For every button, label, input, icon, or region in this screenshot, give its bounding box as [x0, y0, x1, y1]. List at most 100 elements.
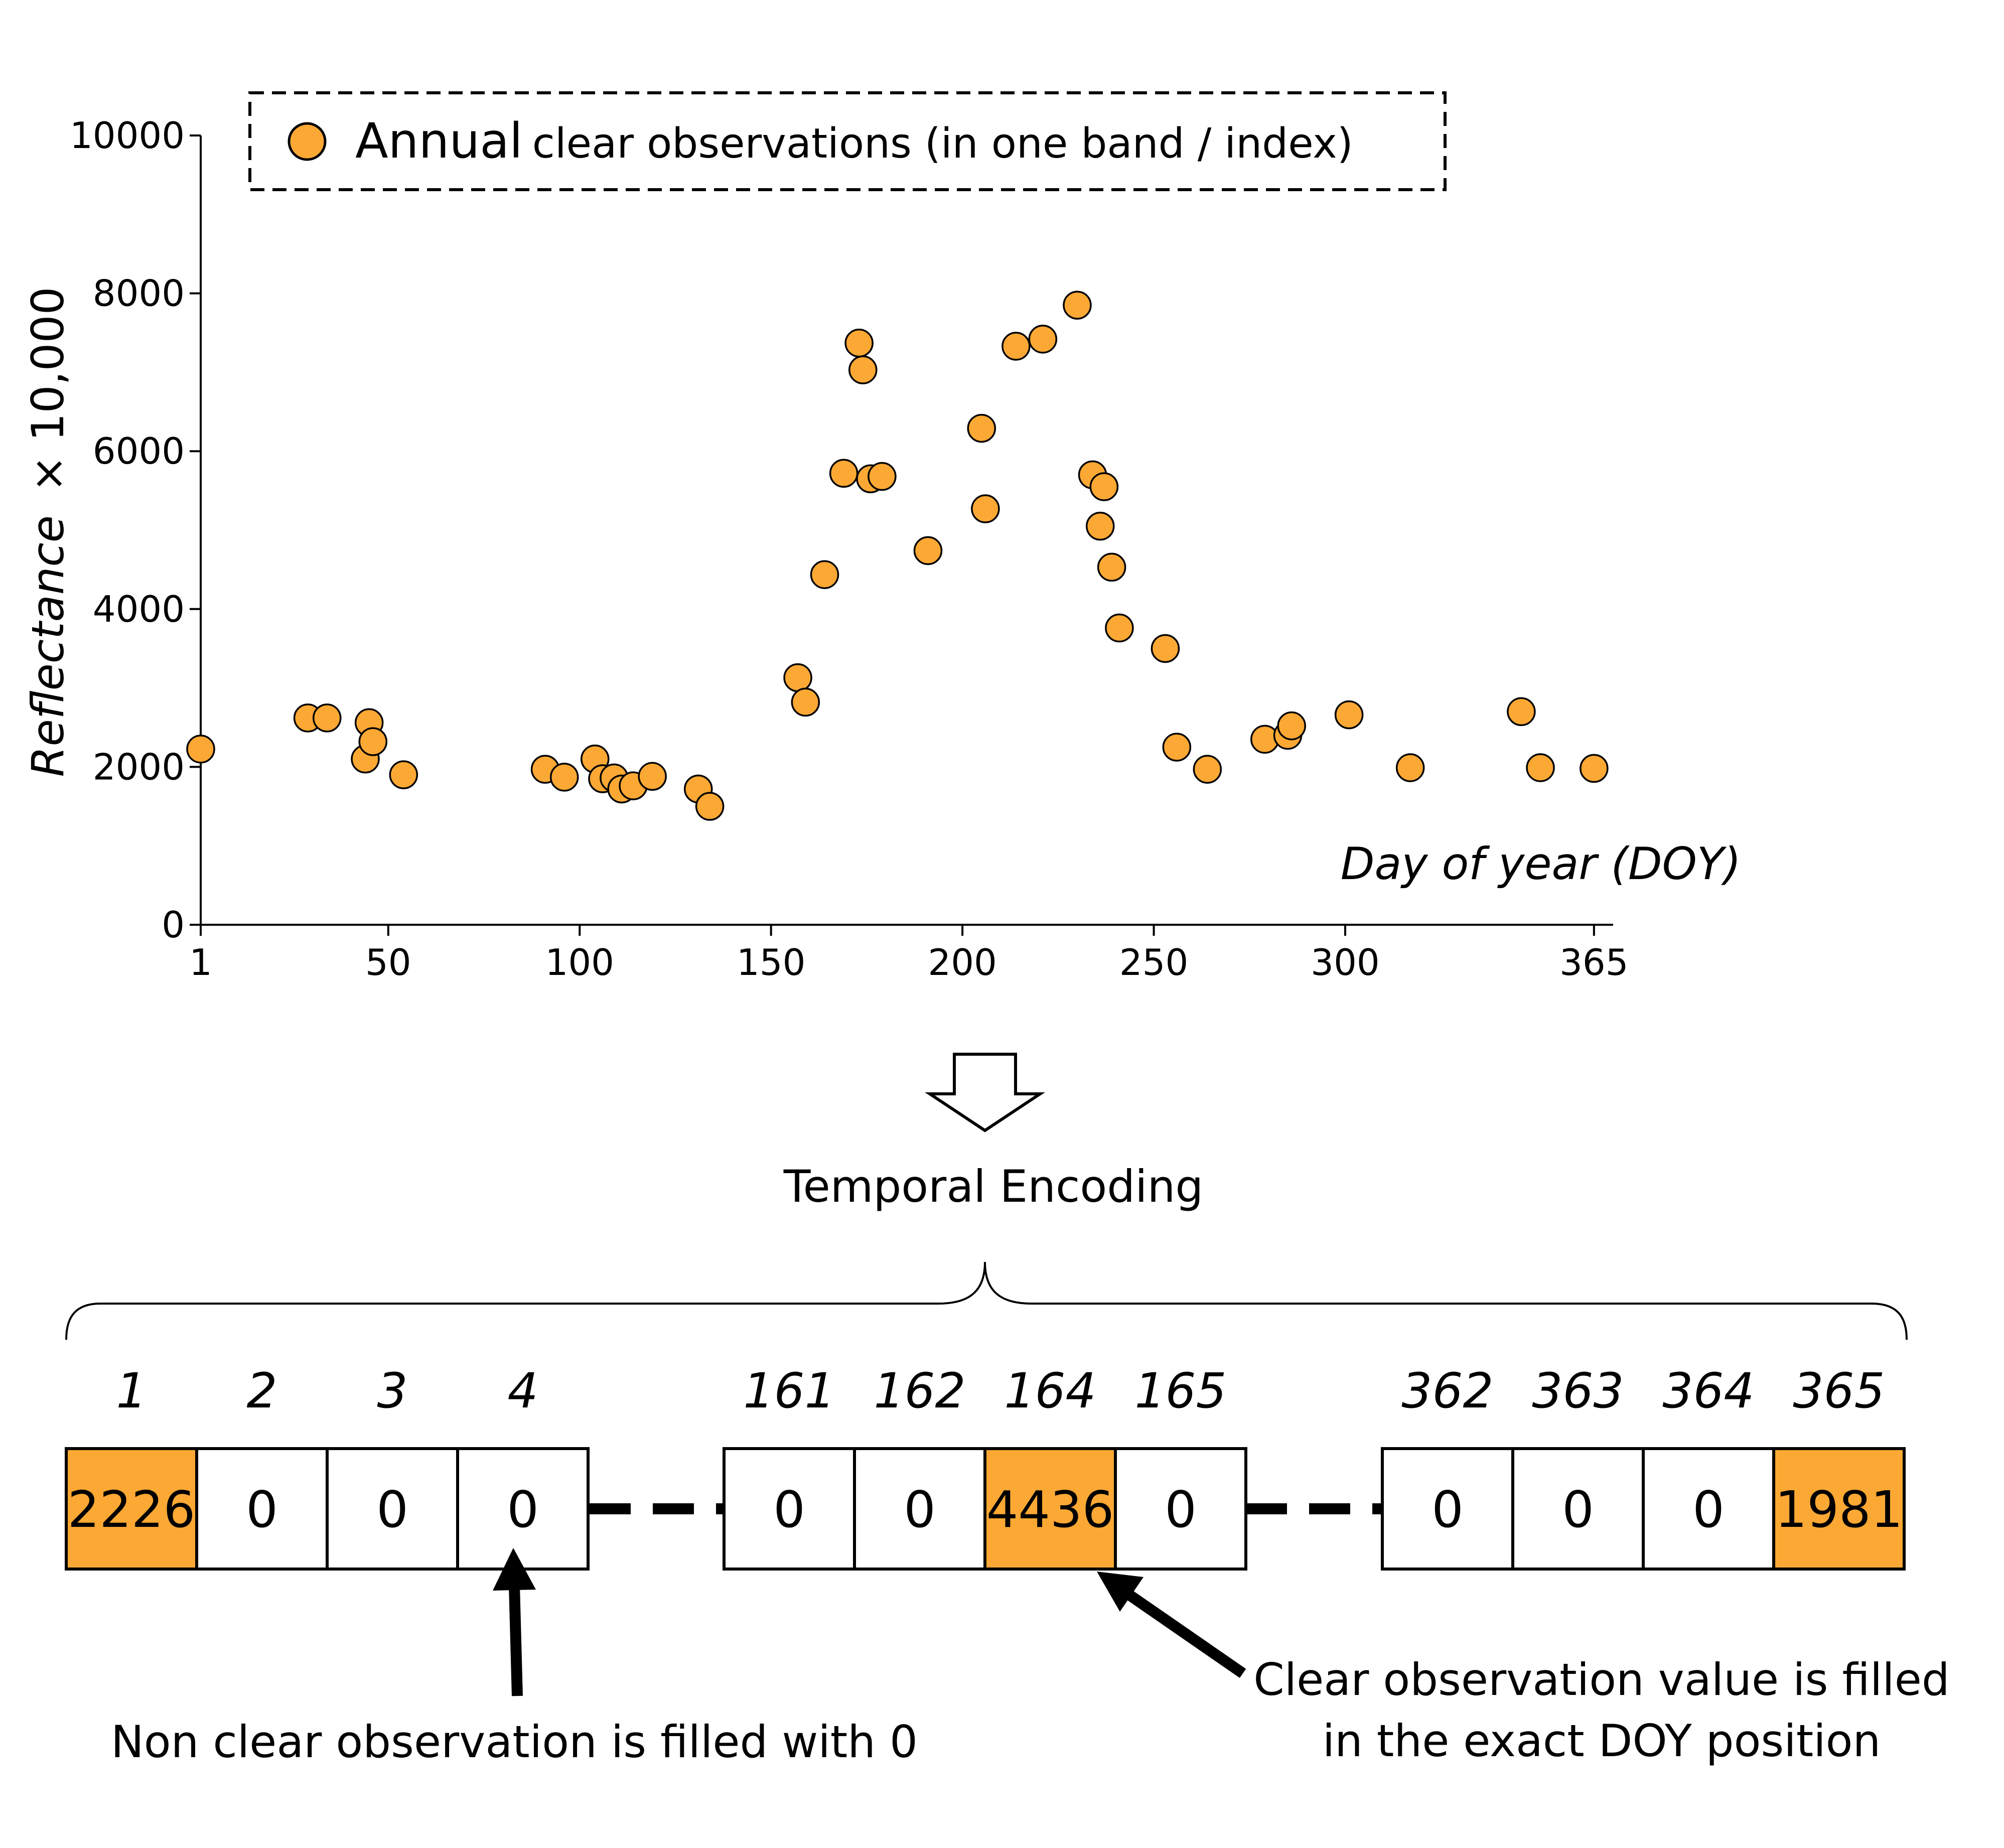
data-point [1580, 754, 1609, 783]
cell-doy: 364 [1662, 1363, 1754, 1419]
cell-doy: 161 [743, 1363, 835, 1419]
note-nonclear: Non clear observation is filled with 0 [111, 1716, 918, 1768]
y-tick-label: 0 [162, 904, 185, 946]
x-axis-label: Day of year (DOY) [1341, 838, 1741, 890]
encoding-cell: 0 162 [853, 1363, 986, 1571]
x-tick-label: 50 [365, 941, 411, 983]
note-clear-line2: in the exact DOY position [1323, 1715, 1881, 1767]
legend-marker [288, 122, 327, 161]
y-tick-label: 2000 [93, 746, 185, 788]
cell-box [1511, 1447, 1645, 1571]
y-axis-label-rest: × 10,000 [22, 287, 74, 493]
data-point [695, 792, 725, 821]
cell-box [195, 1447, 329, 1571]
data-point [1151, 634, 1180, 663]
data-point [549, 763, 579, 792]
cell-box [65, 1447, 198, 1571]
y-axis-label-italic: Reflectance [22, 515, 74, 777]
cell-box [983, 1447, 1117, 1571]
data-point [868, 462, 897, 491]
data-point [1395, 753, 1425, 782]
data-point [913, 536, 943, 565]
down-arrow-icon [925, 1053, 1045, 1132]
data-point [1334, 700, 1364, 730]
data-point [1507, 697, 1536, 727]
encoding-cell: 03 [326, 1363, 459, 1571]
data-point [829, 459, 858, 488]
data-point [1028, 325, 1058, 354]
cell-value: 0 [1165, 1480, 1197, 1539]
data-point [1089, 472, 1119, 501]
encoding-cell: 0 362 [1381, 1363, 1514, 1571]
cell-value: 0 [376, 1480, 408, 1539]
cell-doy: 4 [507, 1363, 538, 1419]
y-tick-label: 4000 [93, 588, 185, 630]
data-point [783, 663, 812, 692]
data-point [1086, 511, 1115, 541]
y-axis-label: Reflectance × 10,000 [22, 287, 74, 777]
encoding-title: Temporal Encoding [783, 1161, 1203, 1212]
data-point [1193, 755, 1222, 784]
cell-doy: 363 [1532, 1363, 1624, 1419]
encoding-cell: 02 [195, 1363, 329, 1571]
y-tick-label: 8000 [93, 272, 185, 315]
cell-value: 0 [904, 1480, 936, 1539]
y-tick-label: 10000 [70, 114, 185, 157]
cell-value: 2226 [68, 1480, 196, 1539]
cell-box [1114, 1447, 1247, 1571]
data-point [1277, 711, 1306, 741]
clear-arrow-icon [1097, 1572, 1246, 1678]
data-point [1526, 753, 1555, 782]
legend-box [248, 91, 1447, 191]
x-tick-label: 300 [1311, 941, 1379, 983]
x-tick-label: 100 [545, 941, 614, 983]
cell-doy: 362 [1401, 1363, 1493, 1419]
encoding-cell: 04 [456, 1363, 590, 1571]
note-clear-line1: Clear observation value is filled [1253, 1654, 1949, 1705]
data-point [971, 494, 1000, 523]
data-point [186, 735, 215, 764]
cell-box [1642, 1447, 1775, 1571]
data-point [389, 760, 418, 789]
data-point [1063, 291, 1092, 320]
y-axis-ticks: 0 2000 4000 6000 8000 10000 [70, 114, 201, 946]
cell-doy: 2 [246, 1363, 277, 1419]
legend: Annual clear observations (in one band /… [248, 91, 1447, 191]
encoding-cells: 2226102030401610162443616401650362036303… [65, 1363, 1906, 1571]
curly-brace [65, 1261, 1908, 1340]
data-point [312, 703, 342, 733]
encoding-cell: 1981 365 [1772, 1363, 1906, 1571]
legend-label-rest: clear observations (in one band / index) [532, 120, 1353, 168]
data-point [844, 328, 874, 358]
data-point [1162, 733, 1192, 762]
data-point [358, 727, 388, 756]
legend-label-main: Annual [355, 113, 523, 169]
cell-value: 0 [1432, 1480, 1464, 1539]
encoding-cell: 0 364 [1642, 1363, 1775, 1571]
cell-doy: 365 [1793, 1363, 1885, 1419]
cell-value: 0 [246, 1480, 278, 1539]
x-tick-label: 200 [928, 941, 996, 983]
cell-value: 0 [773, 1480, 805, 1539]
data-point [791, 687, 820, 717]
cell-value: 1981 [1775, 1480, 1903, 1539]
x-tick-label: 365 [1559, 941, 1628, 983]
encoding-cell: 0 363 [1511, 1363, 1645, 1571]
data-point [848, 355, 878, 384]
cell-box [723, 1447, 856, 1571]
cell-value: 4436 [986, 1480, 1114, 1539]
encoding-cell: 0 165 [1114, 1363, 1247, 1571]
cell-doy: 3 [377, 1363, 407, 1419]
cell-value: 0 [1562, 1480, 1594, 1539]
data-point [967, 413, 996, 443]
encoding-cell: 4436 164 [983, 1363, 1117, 1571]
nonclear-arrow-icon [493, 1548, 536, 1696]
x-tick-label: 250 [1119, 941, 1188, 983]
cell-doy: 1 [116, 1363, 147, 1419]
x-tick-label: 1 [189, 941, 212, 983]
cell-doy: 162 [874, 1363, 965, 1419]
data-point [810, 560, 839, 589]
x-axis-ticks: 1 50 100 150 200 250 300 365 [189, 925, 1629, 983]
cell-doy: 164 [1004, 1363, 1096, 1419]
